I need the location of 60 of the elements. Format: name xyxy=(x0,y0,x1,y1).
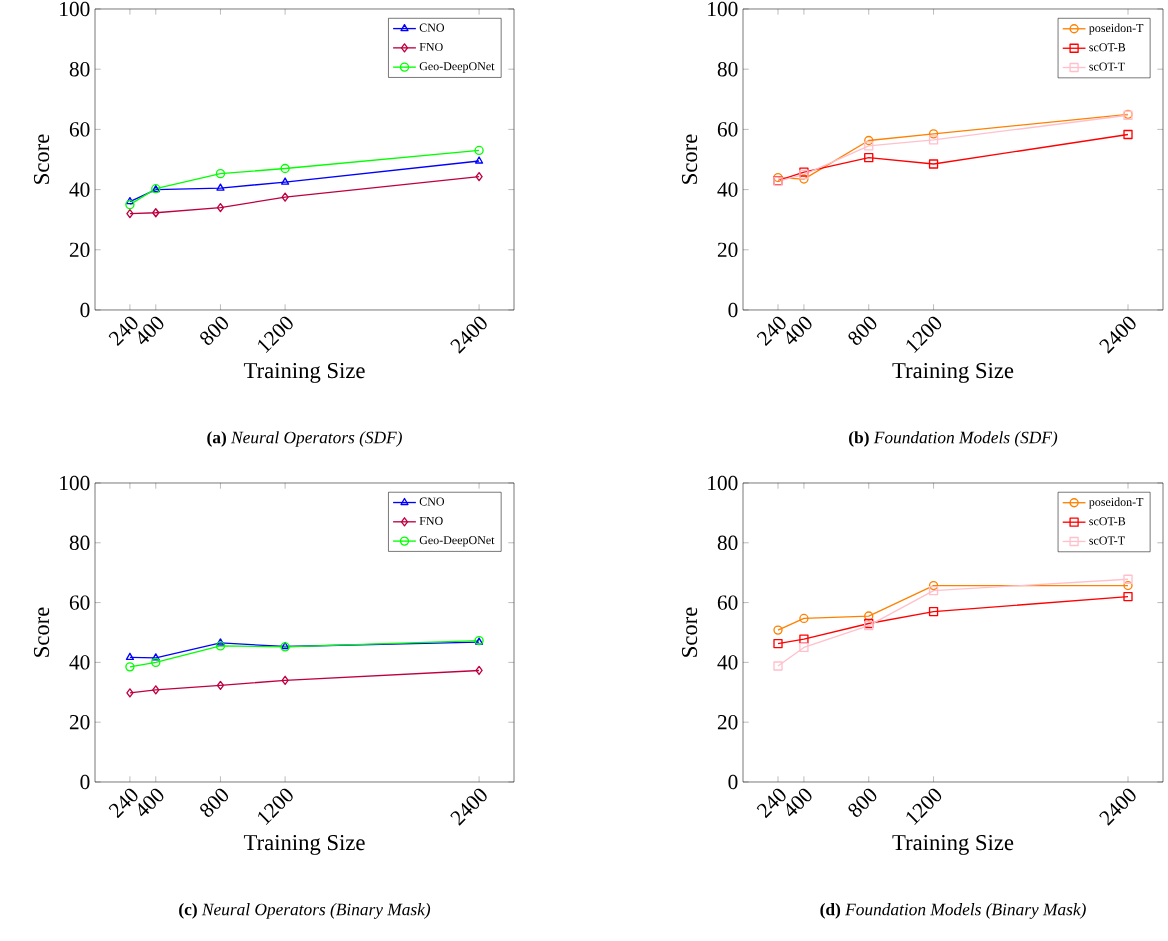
x-tick-label: 240 xyxy=(756,316,786,347)
text: (c) Neural Operators (Binary Mask) xyxy=(179,903,431,919)
legend-label: FNO xyxy=(419,516,443,525)
x-tick-label: 240 xyxy=(108,316,138,347)
text: (a) Neural Operators (SDF) xyxy=(207,431,402,447)
y-tick-label: 0 xyxy=(728,774,738,790)
y-tick-label: 20 xyxy=(69,715,90,730)
y-tick-label: 40 xyxy=(69,655,90,670)
x-axis-title: Training Size xyxy=(892,834,1014,855)
y-tick-label: 0 xyxy=(80,774,90,790)
legend-label: Geo-DeepONet xyxy=(419,62,495,73)
y-tick-label: 80 xyxy=(69,535,90,550)
x-tick-label: 400 xyxy=(138,788,164,817)
y-tick-label: 100 xyxy=(708,475,738,491)
y-tick-label: 100 xyxy=(60,475,90,491)
y-tick-label: 100 xyxy=(60,1,90,17)
y-tick-label: 20 xyxy=(717,242,738,257)
y-tick-label: 80 xyxy=(717,535,738,550)
y-tick-label: 0 xyxy=(728,302,738,318)
x-tick-label: 400 xyxy=(786,788,812,817)
y-tick-label: 40 xyxy=(717,182,738,197)
text: (d) Foundation Models (Binary Mask) xyxy=(820,903,1086,919)
legend-label: poseidon-T xyxy=(1089,497,1144,509)
y-axis-title: Score xyxy=(33,607,50,657)
y-tick-label: 60 xyxy=(69,122,90,137)
legend-label: poseidon-T xyxy=(1089,23,1144,35)
y-tick-label: 80 xyxy=(717,62,738,77)
x-tick-label: 800 xyxy=(848,316,877,345)
legend-label: scOT-B xyxy=(1089,43,1126,52)
legend-label: scOT-B xyxy=(1089,517,1126,526)
y-tick-label: 0 xyxy=(80,302,90,318)
legend-label: scOT-T xyxy=(1089,62,1125,71)
legend-label: Geo-DeepONet xyxy=(419,536,495,547)
y-tick-label: 40 xyxy=(69,182,90,197)
text: (b) Foundation Models (SDF) xyxy=(849,431,1058,447)
x-tick-label: 400 xyxy=(138,316,164,345)
y-tick-label: 80 xyxy=(69,62,90,77)
y-tick-label: 100 xyxy=(708,1,738,17)
x-tick-label: 800 xyxy=(200,788,229,817)
y-axis-title: Score xyxy=(681,607,698,657)
legend-label: scOT-T xyxy=(1089,536,1125,545)
y-axis-title: Score xyxy=(33,134,50,184)
y-tick-label: 60 xyxy=(69,595,90,610)
x-tick-label: 240 xyxy=(108,788,138,819)
y-tick-label: 40 xyxy=(717,655,738,670)
x-tick-label: 240 xyxy=(756,788,786,819)
y-tick-label: 20 xyxy=(717,715,738,730)
legend-label: CNO xyxy=(419,497,445,506)
x-axis-title: Training Size xyxy=(243,834,365,855)
x-axis-title: Training Size xyxy=(892,362,1014,383)
y-tick-label: 60 xyxy=(717,595,738,610)
legend-label: FNO xyxy=(419,42,443,51)
y-tick-label: 20 xyxy=(69,242,90,257)
x-tick-label: 800 xyxy=(848,788,877,817)
x-tick-label: 800 xyxy=(200,316,229,345)
x-tick-label: 400 xyxy=(786,316,812,345)
y-tick-label: 60 xyxy=(717,122,738,137)
y-axis-title: Score xyxy=(681,134,698,184)
legend-label: CNO xyxy=(419,23,445,32)
x-axis-title: Training Size xyxy=(243,362,365,383)
